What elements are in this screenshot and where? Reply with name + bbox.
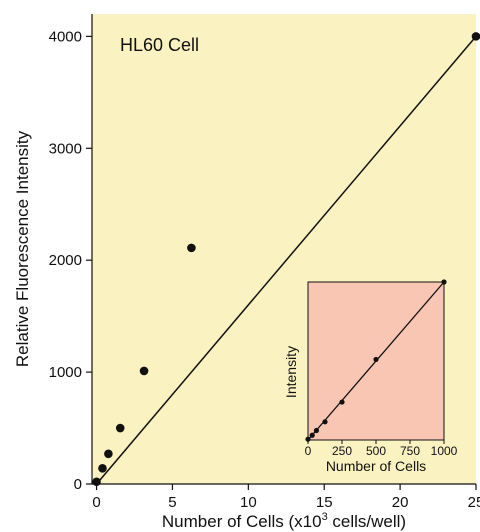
inset-x-tick-label-2: 500 [366, 444, 386, 458]
inset-x-tick-label-0: 0 [305, 444, 312, 458]
inset-data-point-0 [305, 436, 311, 442]
y-tick-label-4: 4000 [49, 28, 82, 45]
inset-data-point-5 [373, 356, 379, 363]
data-point-5 [187, 243, 196, 253]
x-tick-label-2: 10 [240, 494, 257, 511]
inset-x-tick-label-3: 750 [400, 444, 420, 458]
x-axis-title-main: Number of Cells (x10 [162, 512, 322, 531]
inset-data-point-4 [339, 399, 345, 405]
y-tick-label-3: 3000 [49, 140, 82, 157]
inset-x-axis-title: Number of Cells [326, 458, 426, 474]
x-tick-label-4: 20 [392, 494, 409, 511]
chart-annotation: HL60 Cell [120, 35, 199, 55]
inset-x-tick-label-1: 250 [332, 444, 352, 458]
inset-data-point-1 [309, 432, 315, 438]
inset-x-tick-label-4: 1000 [431, 444, 458, 458]
x-axis-title-tail: cells/well) [328, 512, 406, 531]
data-point-6 [471, 32, 480, 41]
x-tick-label-5: 25 [468, 494, 480, 511]
inset-data-point-6 [441, 279, 447, 285]
inset-plot [305, 279, 447, 442]
fit-line [95, 35, 477, 485]
inset-data-point-2 [313, 427, 320, 434]
inset-ticks: 0 250 500 750 1000 [305, 440, 458, 458]
data-point-1 [98, 464, 107, 473]
y-tick-label-0: 0 [74, 476, 82, 493]
x-axis-title-superscript: 3 [322, 511, 328, 523]
main-ticks: 051015202501000200030004000 [49, 28, 480, 511]
x-tick-label-0: 0 [92, 494, 100, 511]
x-tick-label-3: 15 [316, 494, 333, 511]
y-tick-label-1: 1000 [49, 364, 82, 381]
y-axis-title: Relative Fluorescence Intensity [13, 130, 32, 367]
inset-data-point-3 [322, 419, 328, 425]
data-point-4 [139, 366, 149, 376]
inset-y-axis-title: Intensity [283, 346, 299, 398]
data-point-3 [115, 423, 125, 433]
x-axis-title: Number of Cells (x103 cells/well) [162, 511, 406, 531]
x-tick-label-1: 5 [168, 494, 176, 511]
data-point-2 [104, 449, 113, 459]
y-tick-label-2: 2000 [49, 252, 82, 269]
